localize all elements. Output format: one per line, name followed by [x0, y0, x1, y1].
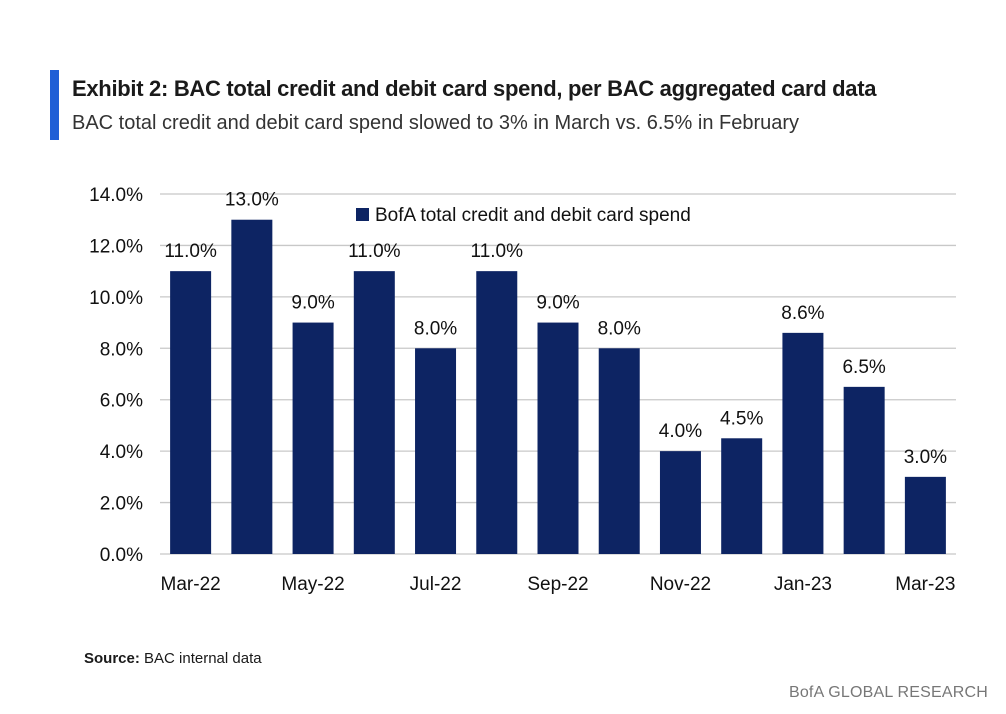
- source-note: Source: BAC internal data: [84, 650, 262, 667]
- legend-label: BofA total credit and debit card spend: [375, 205, 691, 226]
- bar: [415, 348, 457, 554]
- data-label: 13.0%: [225, 190, 279, 211]
- data-label: 11.0%: [471, 241, 524, 262]
- x-tick-label: Mar-23: [895, 574, 955, 595]
- data-label: 8.0%: [598, 318, 641, 339]
- chart-title: Exhibit 2: BAC total credit and debit ca…: [72, 76, 877, 101]
- y-tick-label: 6.0%: [100, 391, 143, 412]
- chart-subtitle: BAC total credit and debit card spend sl…: [72, 112, 800, 134]
- x-tick-label: May-22: [281, 574, 344, 595]
- legend-swatch: [356, 208, 369, 221]
- data-label: 4.0%: [659, 421, 702, 442]
- data-label: 11.0%: [348, 241, 401, 262]
- bar: [231, 219, 273, 554]
- y-tick-label: 4.0%: [100, 442, 143, 463]
- x-tick-label: Sep-22: [527, 574, 588, 595]
- bar: [904, 476, 946, 554]
- bar: [170, 271, 212, 554]
- y-tick-label: 10.0%: [89, 288, 143, 309]
- bar: [721, 438, 763, 554]
- data-label: 4.5%: [720, 408, 763, 429]
- data-label: 3.0%: [904, 447, 947, 468]
- bar: [782, 332, 824, 554]
- bar-chart: 0.0% 2.0% 4.0% 6.0% 8.0% 10.0% 12.0% 14.0% 11.0%…: [89, 185, 956, 595]
- source-text: BAC internal data: [139, 650, 262, 667]
- y-tick-label: 2.0%: [100, 494, 143, 515]
- data-label: 9.0%: [291, 293, 334, 314]
- bar: [843, 386, 885, 554]
- data-label: 9.0%: [536, 293, 579, 314]
- data-label: 8.6%: [781, 303, 824, 324]
- x-tick-label: Jul-22: [410, 574, 462, 595]
- brand-footer: BofA GLOBAL RESEARCH: [788, 684, 988, 701]
- bar: [476, 271, 518, 554]
- data-label: 6.5%: [842, 357, 885, 378]
- y-tick-label: 14.0%: [89, 185, 143, 206]
- y-tick-label: 8.0%: [100, 339, 143, 360]
- y-tick-label: 12.0%: [89, 236, 143, 257]
- data-label: 8.0%: [414, 318, 457, 339]
- source-label: Source:: [84, 650, 140, 667]
- x-tick-label: Mar-22: [161, 574, 221, 595]
- x-tick-label: Nov-22: [650, 574, 711, 595]
- bar: [292, 322, 334, 554]
- bar: [353, 271, 395, 554]
- data-label: 11.0%: [164, 241, 217, 262]
- y-tick-label: 0.0%: [100, 545, 143, 566]
- x-tick-label: Jan-23: [774, 574, 832, 595]
- bar: [537, 322, 579, 554]
- bar: [598, 348, 640, 554]
- title-accent-bar: [50, 70, 59, 140]
- bar: [659, 451, 701, 554]
